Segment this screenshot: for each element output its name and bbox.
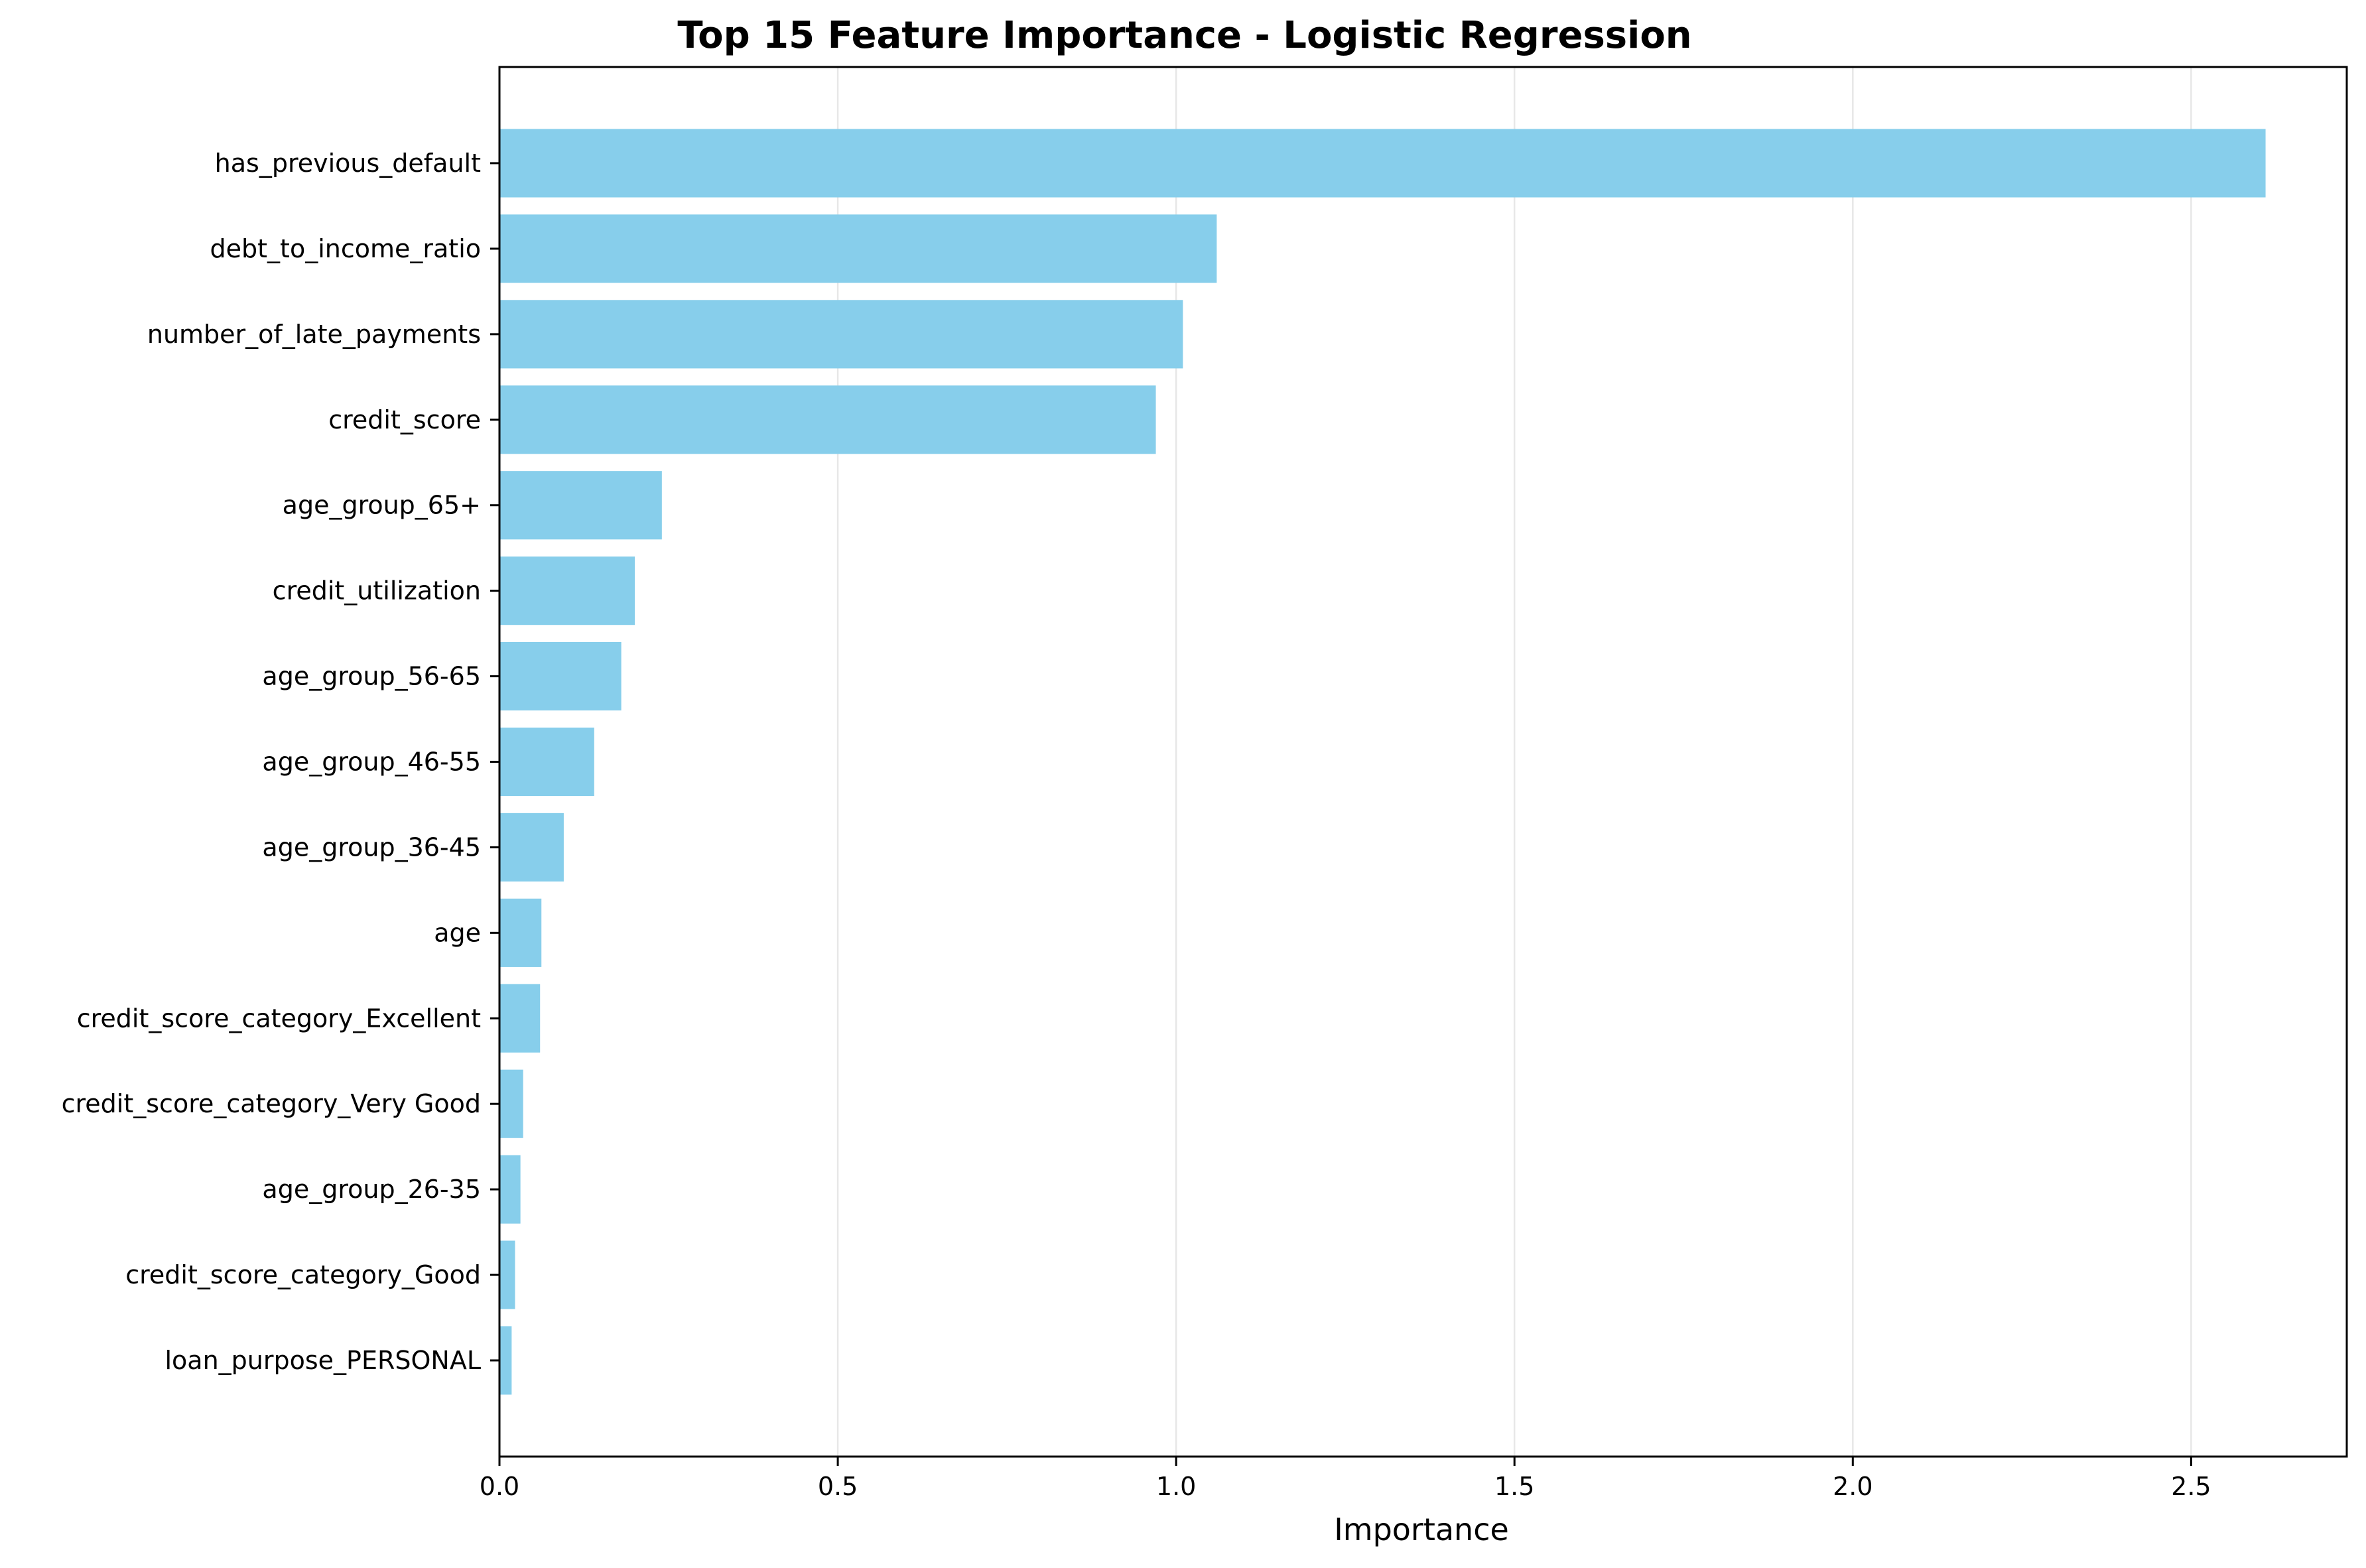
- bar: [499, 385, 1156, 454]
- bar: [499, 1069, 523, 1138]
- category-label: credit_utilization: [273, 576, 481, 606]
- bar: [499, 214, 1217, 283]
- category-label: number_of_late_payments: [147, 320, 481, 349]
- x-axis-label: Importance: [1334, 1512, 1509, 1547]
- category-label: debt_to_income_ratio: [210, 234, 481, 263]
- category-label: loan_purpose_PERSONAL: [164, 1346, 481, 1375]
- x-tick-label: 2.0: [1833, 1472, 1873, 1501]
- category-label: age_group_36-45: [262, 832, 481, 862]
- bar: [499, 1326, 512, 1395]
- bars: [499, 129, 2266, 1395]
- bar: [499, 813, 564, 882]
- axes-frame: [498, 66, 2348, 1458]
- bar: [499, 984, 541, 1053]
- bar: [499, 300, 1183, 369]
- x-tick-label: 1.0: [1156, 1472, 1196, 1501]
- bar: [499, 129, 2266, 198]
- bar: [499, 471, 662, 540]
- x-tick-label: 0.0: [480, 1472, 519, 1501]
- category-label: credit_score: [328, 405, 481, 434]
- x-tick-label: 1.5: [1494, 1472, 1534, 1501]
- bar: [499, 727, 594, 797]
- bar: [499, 1240, 515, 1309]
- x-tick-label: 0.5: [818, 1472, 858, 1501]
- bar: [499, 898, 542, 967]
- category-label: has_previous_default: [215, 149, 481, 178]
- bar: [499, 1155, 521, 1224]
- x-tick-label: 2.5: [2171, 1472, 2211, 1501]
- category-label: age_group_46-55: [262, 748, 481, 777]
- chart-title: Top 15 Feature Importance - Logistic Reg…: [677, 14, 1691, 57]
- category-label: age: [434, 918, 481, 947]
- category-label: age_group_26-35: [262, 1175, 481, 1204]
- category-label: credit_score_category_Very Good: [62, 1089, 481, 1118]
- category-label: age_group_65+: [283, 491, 481, 520]
- category-labels: has_previous_default debt_to_income_ratio…: [62, 149, 499, 1375]
- bar: [499, 556, 635, 625]
- category-label: age_group_56-65: [262, 662, 481, 691]
- category-label: credit_score_category_Good: [125, 1260, 481, 1289]
- bar: [499, 642, 622, 711]
- x-axis-ticks: 0.0 0.5 1.0 1.5 2.0 2.5: [480, 1457, 2211, 1501]
- category-label: credit_score_category_Excellent: [77, 1004, 481, 1033]
